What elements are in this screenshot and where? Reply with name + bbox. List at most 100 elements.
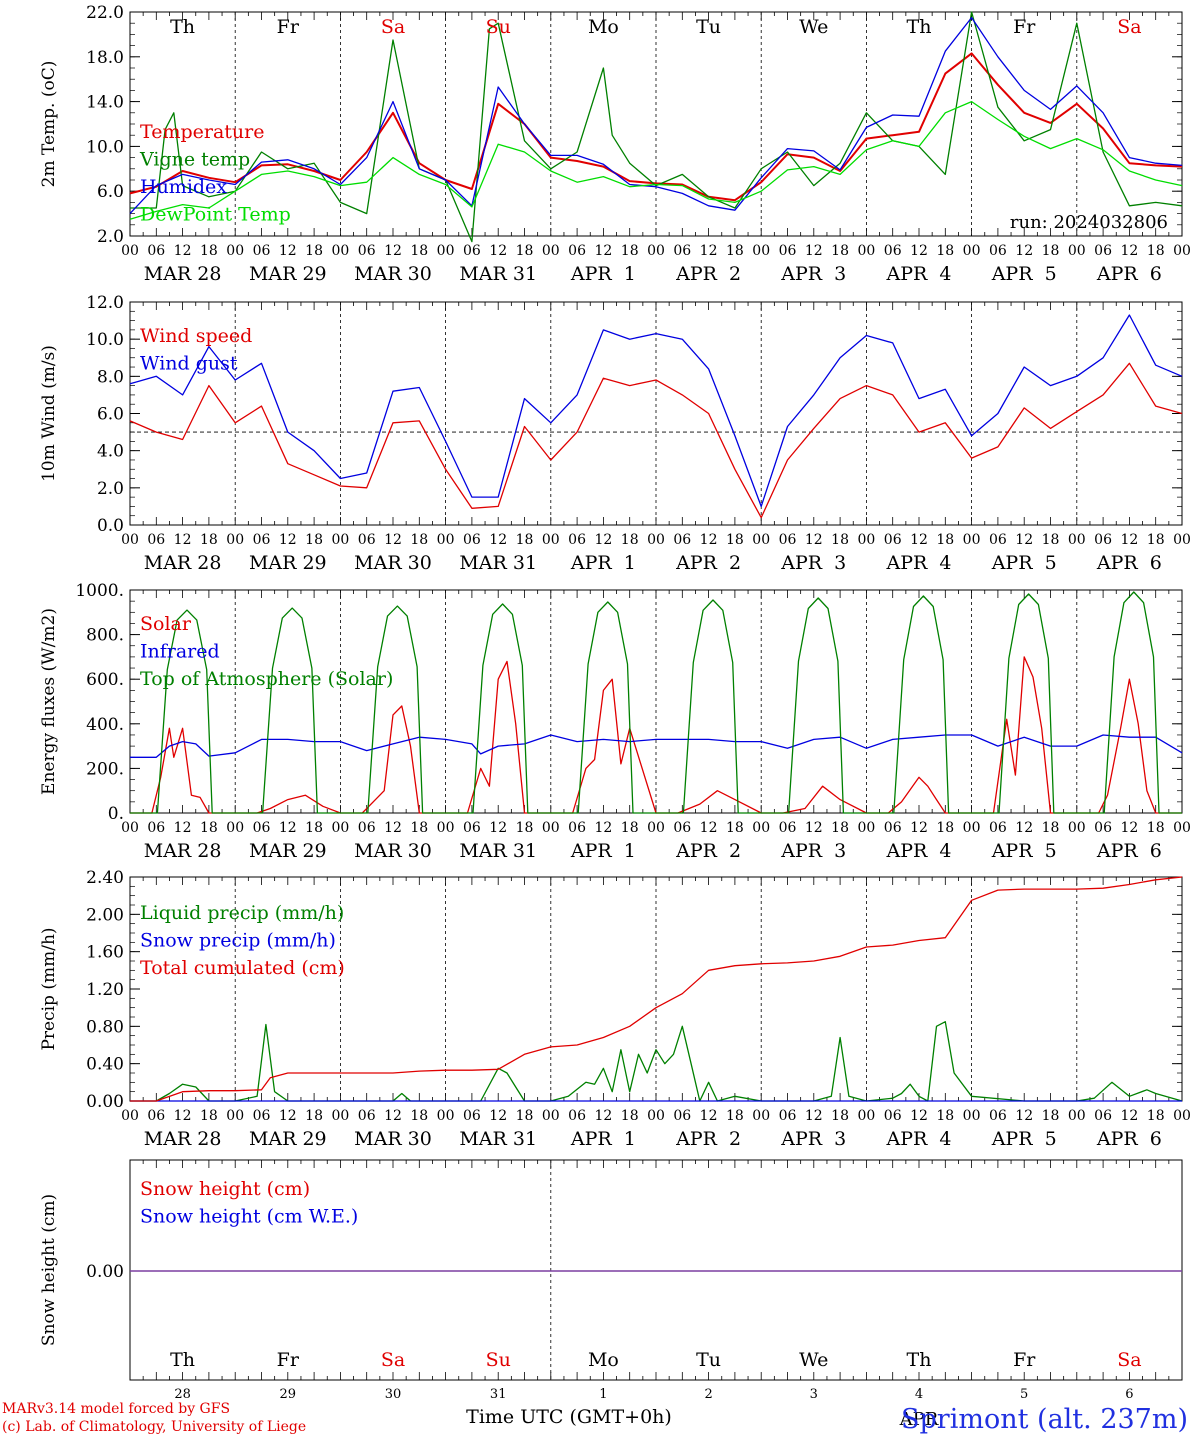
day-name-label: Sa [381,1349,405,1371]
hour-tick-label: 00 [752,532,770,548]
hour-tick-label: 00 [752,820,770,836]
date-label: APR 4 [886,840,952,862]
hour-tick-label: 06 [673,1108,691,1124]
day-name-label: Sa [1117,1349,1141,1371]
date-label: MAR 29 [249,263,327,285]
y-tick-label: 0.00 [86,1262,124,1282]
date-label: MAR 28 [144,1128,222,1150]
hour-tick-label: 06 [989,532,1007,548]
hour-tick-label: 00 [1068,820,1086,836]
hour-tick-label: 18 [936,532,954,548]
hour-tick-label: 12 [594,820,612,836]
date-label: MAR 29 [249,1128,327,1150]
hour-tick-label: 00 [437,1108,455,1124]
hour-tick-label: 00 [857,1108,875,1124]
y-tick-label: 10.0 [86,330,124,350]
hour-tick-label: 00 [857,820,875,836]
day-name-label: Fr [1013,1349,1036,1371]
hour-tick-label: 00 [647,820,665,836]
month-label: APR [899,1409,939,1430]
y-tick-label: 2.00 [86,905,124,925]
hour-tick-label: 18 [621,532,639,548]
hour-tick-label: 00 [752,1108,770,1124]
y-tick-label: 800. [86,626,124,646]
hour-tick-label: 06 [253,1108,271,1124]
hour-tick-label: 18 [410,243,428,259]
series-line-infrared [130,734,1183,758]
hour-tick-label: 06 [673,243,691,259]
date-label: MAR 31 [459,552,537,574]
hour-tick-label: 12 [489,1108,507,1124]
day-name-label: Mo [588,1349,619,1371]
date-label: MAR 29 [249,552,327,574]
hour-tick-label: 12 [910,820,928,836]
hour-tick-label: 12 [805,532,823,548]
hour-tick-label: 12 [174,820,192,836]
hour-tick-label: 00 [437,820,455,836]
hour-tick-label: 18 [1042,243,1060,259]
date-label: APR 1 [570,1128,636,1150]
hour-tick-label: 18 [831,820,849,836]
day-name-label: Mo [588,16,619,38]
date-label: APR 4 [886,1128,952,1150]
hour-tick-label: 00 [963,1108,981,1124]
y-tick-label: 0.80 [86,1017,124,1037]
hour-tick-label: 18 [936,820,954,836]
hour-tick-label: 18 [1042,532,1060,548]
day-name-label: Th [907,16,932,38]
hour-tick-label: 00 [1068,1108,1086,1124]
hour-tick-label: 12 [384,1108,402,1124]
date-label: MAR 31 [459,263,537,285]
hour-tick-label: 18 [200,1108,218,1124]
series-line-humidex [129,16,1183,215]
date-label: MAR 28 [144,552,222,574]
y-tick-label: 6.0 [97,182,124,202]
hour-tick-label: 00 [752,243,770,259]
hour-tick-label: 06 [253,243,271,259]
day-number-label: 3 [810,1387,818,1402]
day-name-label: Th [907,1349,932,1371]
hour-tick-label: 18 [1042,1108,1060,1124]
hour-tick-label: 12 [174,243,192,259]
hour-tick-label: 12 [700,1108,718,1124]
day-number-label: 5 [1020,1387,1028,1402]
hour-tick-label: 12 [805,1108,823,1124]
date-label: MAR 28 [144,840,222,862]
day-name-label: Sa [1117,16,1141,38]
hour-tick-label: 06 [463,820,481,836]
day-name-label: Tu [696,1349,721,1371]
hour-tick-label: 06 [358,820,376,836]
hour-tick-label: 00 [437,532,455,548]
hour-tick-label: 06 [884,1108,902,1124]
day-name-label: Fr [277,1349,300,1371]
y-axis-label: 2m Temp. (oC) [39,61,59,188]
date-label: APR 1 [570,263,636,285]
legend-label: DewPoint Temp [140,204,291,226]
legend-label: Humidex [140,176,227,198]
y-tick-label: 0.40 [86,1055,124,1075]
hour-tick-label: 18 [831,243,849,259]
y-tick-label: 2.40 [86,868,124,888]
hour-tick-label: 06 [568,243,586,259]
panel-2 [129,589,1183,814]
panel-frame [129,589,1183,814]
day-number-label: 6 [1125,1387,1133,1402]
day-name-label: Fr [277,16,300,38]
date-label: MAR 30 [354,552,432,574]
date-label: APR 5 [991,263,1057,285]
date-label: APR 1 [570,840,636,862]
hour-tick-label: 00 [1068,243,1086,259]
hour-tick-label: 18 [516,820,534,836]
hour-tick-label: 06 [568,820,586,836]
hour-tick-label: 18 [410,532,428,548]
panel-0 [129,11,1183,243]
day-name-label: We [799,1349,828,1371]
hour-tick-label: 00 [331,243,349,259]
y-tick-label: 1.20 [86,980,124,1000]
y-tick-label: 12.0 [86,293,124,313]
hour-tick-label: 06 [463,532,481,548]
hour-tick-label: 12 [1120,532,1138,548]
legend-label: Vigne temp [139,149,250,171]
date-label: APR 2 [675,552,741,574]
y-tick-label: 2.0 [97,479,124,499]
